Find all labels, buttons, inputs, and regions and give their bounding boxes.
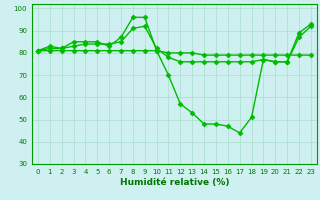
X-axis label: Humidité relative (%): Humidité relative (%)	[120, 178, 229, 187]
